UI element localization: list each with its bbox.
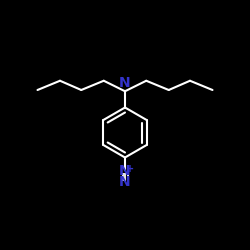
Text: +: + bbox=[126, 164, 134, 174]
Text: N: N bbox=[118, 164, 130, 178]
Text: N: N bbox=[118, 176, 130, 190]
Text: N: N bbox=[119, 76, 131, 90]
